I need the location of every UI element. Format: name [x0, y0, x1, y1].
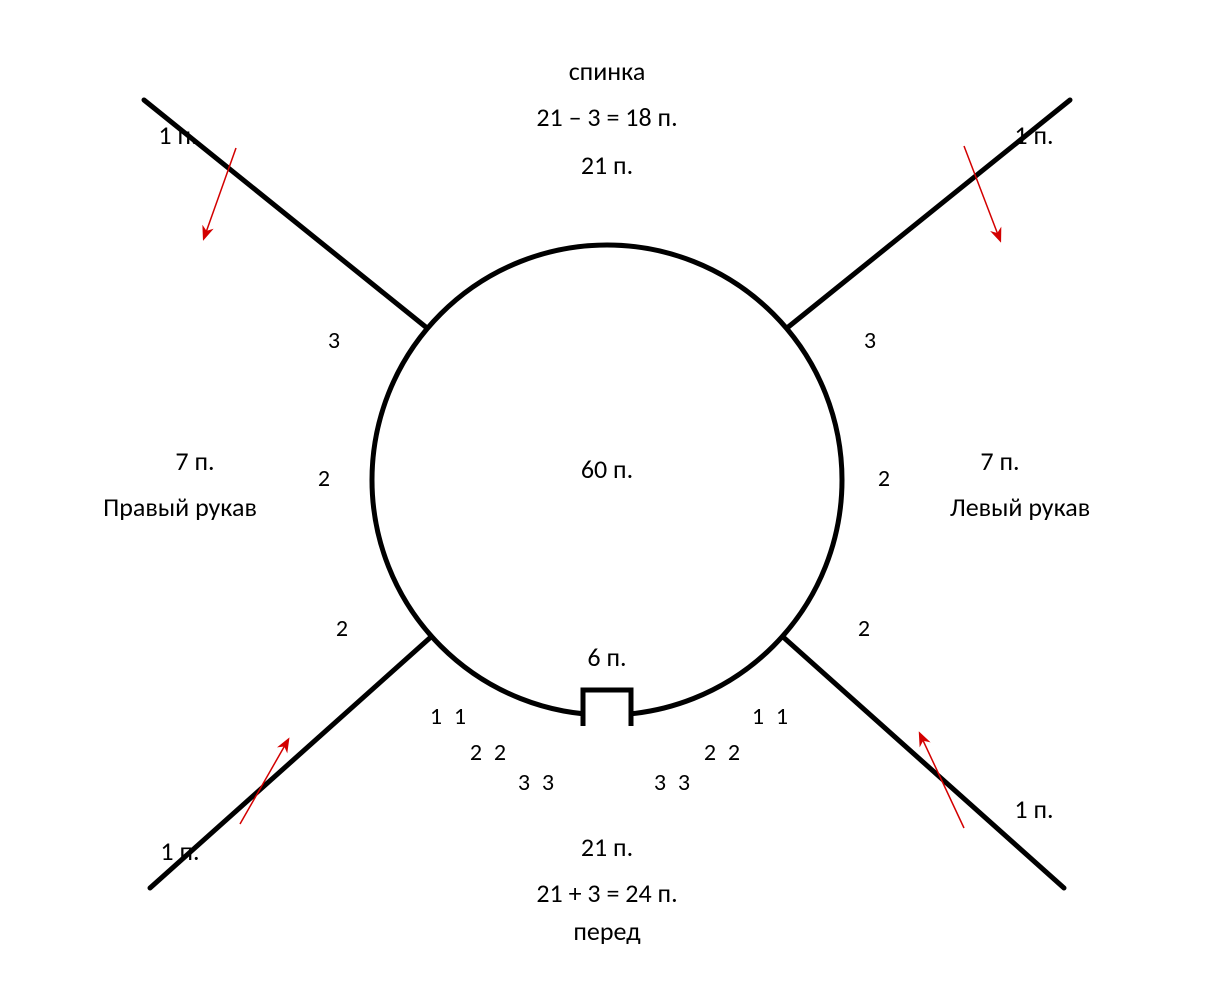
label-back-calc: 21 – 3 = 18 п.: [536, 101, 677, 133]
label-front-calc: 21 + 3 = 24 п.: [536, 877, 677, 909]
label-n2-low-right: 2: [858, 614, 870, 643]
label-n1a-right: 1: [752, 702, 764, 731]
label-n2-low-left: 2: [336, 614, 348, 643]
label-n2b-right: 2: [728, 738, 740, 767]
label-n3a-left: 3: [518, 768, 530, 797]
label-n2a-left: 2: [470, 738, 482, 767]
label-n1b-right: 1: [776, 702, 788, 731]
raglan-line-bottom-right: [782, 636, 1064, 888]
label-n2-mid-right: 2: [878, 464, 890, 493]
label-n3-upper-left: 3: [328, 326, 340, 355]
label-n2a-right: 2: [704, 738, 716, 767]
label-one-p-br: 1 п.: [1014, 793, 1053, 825]
label-front-title: перед: [573, 915, 641, 947]
arrow-bl: [240, 740, 288, 824]
label-back-title: спинка: [569, 55, 646, 87]
label-n1a-left: 1: [430, 702, 442, 731]
label-n3b-left: 3: [542, 768, 554, 797]
label-one-p-bl: 1 п.: [160, 835, 199, 867]
label-n2-mid-left: 2: [318, 464, 330, 493]
label-center-count: 60 п.: [581, 453, 633, 485]
label-n3b-right: 3: [678, 768, 690, 797]
label-front-count: 21 п.: [581, 831, 633, 863]
label-right-sleeve-title: Правый рукав: [103, 491, 257, 523]
label-right-sleeve-count: 7 п.: [175, 445, 214, 477]
label-n3-upper-right: 3: [864, 326, 876, 355]
label-one-p-tl: 1 п.: [158, 119, 197, 151]
label-n2b-left: 2: [494, 738, 506, 767]
label-left-sleeve-title: Левый рукав: [950, 491, 1090, 523]
label-n3a-right: 3: [654, 768, 666, 797]
label-n1b-left: 1: [454, 702, 466, 731]
front-notch: [583, 690, 631, 726]
label-notch-count: 6 п.: [587, 641, 626, 673]
label-one-p-tr: 1 п.: [1014, 119, 1053, 151]
arrow-br: [920, 734, 964, 828]
label-left-sleeve-count: 7 п.: [980, 445, 1019, 477]
raglan-diagram: спинка21 – 3 = 18 п.21 п.60 п.6 п.21 п.2…: [0, 0, 1214, 984]
label-back-count: 21 п.: [581, 149, 633, 181]
